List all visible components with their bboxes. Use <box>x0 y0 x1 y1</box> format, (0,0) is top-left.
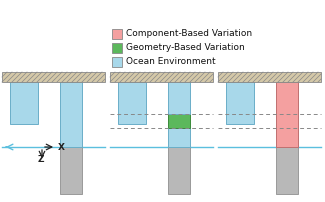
Bar <box>60 82 82 147</box>
Bar <box>226 82 254 124</box>
Text: X: X <box>58 142 65 152</box>
Bar <box>60 147 82 194</box>
Bar <box>110 72 213 82</box>
Bar <box>276 82 298 147</box>
Bar <box>112 57 122 67</box>
Text: Component-Based Variation: Component-Based Variation <box>126 29 252 39</box>
Text: Z: Z <box>38 155 44 164</box>
Bar <box>2 72 105 82</box>
Bar <box>112 43 122 53</box>
Text: Ocean Environment: Ocean Environment <box>126 58 215 66</box>
Text: Geometry-Based Variation: Geometry-Based Variation <box>126 43 245 53</box>
Bar <box>112 29 122 39</box>
Bar <box>168 114 190 128</box>
Bar <box>168 147 190 194</box>
Bar <box>118 82 146 124</box>
Bar <box>10 82 38 124</box>
Bar <box>276 147 298 194</box>
Bar <box>218 72 321 82</box>
Bar <box>168 82 190 114</box>
Bar <box>168 128 190 147</box>
